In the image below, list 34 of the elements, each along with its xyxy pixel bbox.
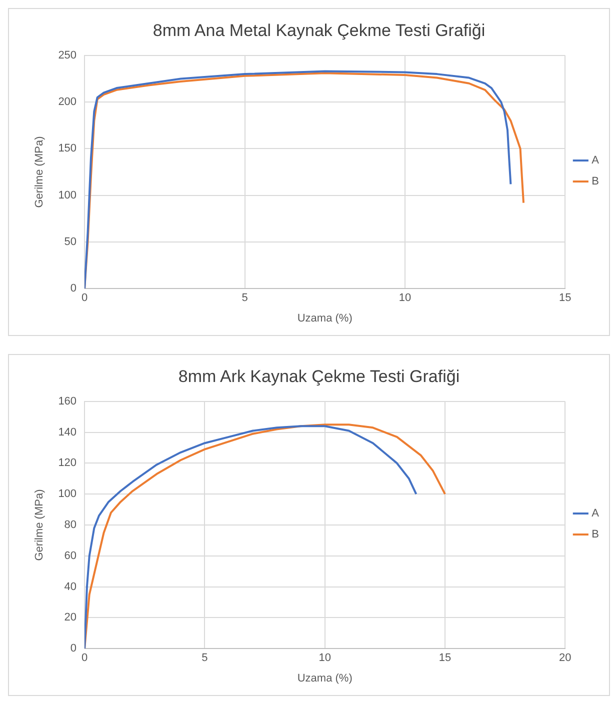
y-tick-label: 150 bbox=[58, 142, 77, 155]
y-tick-label: 20 bbox=[64, 612, 77, 624]
x-axis-title: Uzama (%) bbox=[297, 312, 352, 324]
legend-label: A bbox=[592, 154, 600, 167]
y-tick-label: 140 bbox=[58, 426, 77, 438]
y-tick-label: 0 bbox=[70, 282, 77, 295]
y-tick-label: 120 bbox=[58, 457, 77, 470]
y-tick-label: 100 bbox=[58, 189, 77, 202]
y-tick-label: 0 bbox=[70, 642, 77, 655]
x-axis-title: Uzama (%) bbox=[297, 672, 352, 684]
y-tick-label: 60 bbox=[64, 550, 77, 562]
y-tick-label: 50 bbox=[64, 236, 77, 248]
x-tick-label: 5 bbox=[202, 652, 208, 664]
y-tick-label: 80 bbox=[64, 519, 77, 532]
y-tick-label: 160 bbox=[58, 395, 77, 408]
y-tick-label: 40 bbox=[64, 580, 77, 593]
y-tick-label: 250 bbox=[58, 49, 77, 62]
legend-label: B bbox=[592, 176, 600, 188]
y-axis-title: Gerilme (MPa) bbox=[34, 489, 46, 561]
legend-label: A bbox=[592, 508, 600, 520]
chart-title: 8mm Ark Kaynak Çekme Testi Grafiği bbox=[178, 366, 460, 386]
x-tick-label: 0 bbox=[81, 292, 88, 304]
x-tick-label: 5 bbox=[242, 292, 248, 304]
y-axis-title: Gerilme (MPa) bbox=[34, 136, 46, 208]
x-tick-label: 10 bbox=[398, 292, 412, 304]
x-tick-label: 15 bbox=[559, 292, 572, 304]
chart-title: 8mm Ana Metal Kaynak Çekme Testi Grafiği bbox=[152, 20, 486, 40]
x-tick-label: 20 bbox=[559, 652, 572, 664]
x-tick-label: 0 bbox=[81, 652, 88, 664]
x-tick-label: 10 bbox=[318, 652, 331, 664]
legend-label: B bbox=[592, 528, 600, 541]
y-tick-label: 100 bbox=[58, 488, 77, 500]
y-tick-label: 200 bbox=[58, 96, 77, 108]
x-tick-label: 15 bbox=[438, 652, 452, 664]
